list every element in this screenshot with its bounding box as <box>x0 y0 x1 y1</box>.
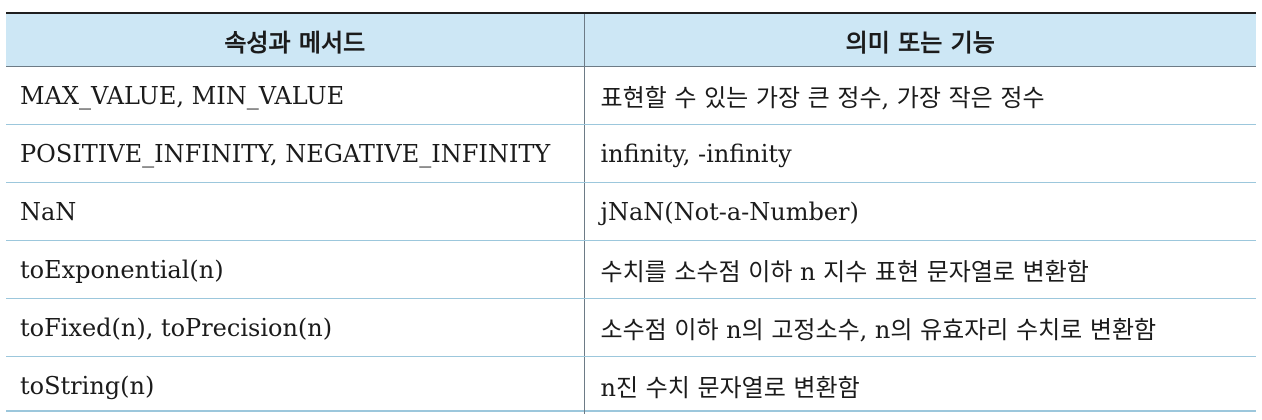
header-row: 속성과 메서드 의미 또는 기능 <box>6 14 1256 67</box>
cell-meaning: 수치를 소수점 이하 n 지수 표현 문자열로 변환함 <box>583 240 1256 299</box>
cell-property: toString(n) <box>20 371 155 400</box>
cell-meaning: n진 수치 문자열로 변환함 <box>583 356 1256 414</box>
cell-property: MAX_VALUE, MIN_VALUE <box>6 66 584 125</box>
header-properties-methods: 속성과 메서드 <box>6 14 584 67</box>
table-row: toExponential(n) 수치를 소수점 이하 n 지수 표현 문자열로… <box>6 240 1256 299</box>
cell-property: toFixed(n), toPrecision(n) <box>6 298 584 357</box>
cell-meaning: jNaN(Not-a-Number) <box>583 182 1256 241</box>
table-row: toString(n) n진 수치 문자열로 변환함 <box>6 356 1256 414</box>
table-row: NaN jNaN(Not-a-Number) <box>6 182 1256 241</box>
cell-meaning: infinity, -infinity <box>583 124 1256 183</box>
table-row: toFixed(n), toPrecision(n) 소수점 이하 n의 고정소… <box>6 298 1256 357</box>
cell-meaning: 표현할 수 있는 가장 큰 정수, 가장 작은 정수 <box>583 66 1256 125</box>
cell-property: POSITIVE_INFINITY, NEGATIVE_INFINITY <box>6 124 584 183</box>
number-properties-table-container: 속성과 메서드 의미 또는 기능 MAX_VALUE, MIN_VALUE 표현… <box>6 12 1256 414</box>
cell-meaning: 소수점 이하 n의 고정소수, n의 유효자리 수치로 변환함 <box>583 298 1256 357</box>
table-row: MAX_VALUE, MIN_VALUE 표현할 수 있는 가장 큰 정수, 가… <box>6 66 1256 125</box>
cell-property: NaN <box>6 182 584 241</box>
header-meaning-function: 의미 또는 기능 <box>583 14 1256 67</box>
table-body: MAX_VALUE, MIN_VALUE 표현할 수 있는 가장 큰 정수, 가… <box>6 66 1256 414</box>
table-header: 속성과 메서드 의미 또는 기능 <box>6 14 1256 67</box>
table-row: POSITIVE_INFINITY, NEGATIVE_INFINITY inf… <box>6 124 1256 183</box>
cell-property: toExponential(n) <box>6 240 584 299</box>
number-properties-table: 속성과 메서드 의미 또는 기능 MAX_VALUE, MIN_VALUE 표현… <box>6 14 1256 414</box>
